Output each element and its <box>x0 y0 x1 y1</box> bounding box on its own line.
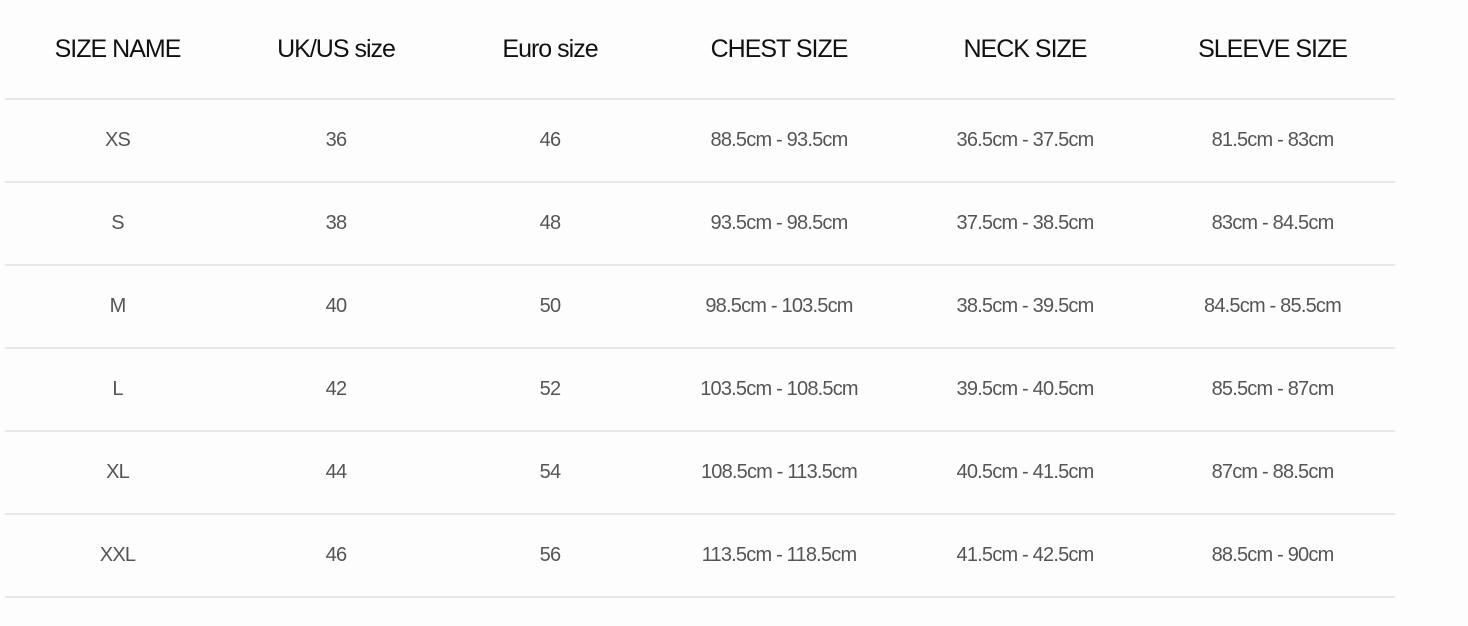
table-row: XS 36 46 88.5cm - 93.5cm 36.5cm - 37.5cm 81.5… <box>5 99 1395 183</box>
cell-euro-size: 56 <box>442 514 658 598</box>
header-size-name: SIZE NAME <box>5 0 230 100</box>
cell-uk-us-size: 44 <box>230 431 442 515</box>
cell-sleeve-size: 87cm - 88.5cm <box>1150 431 1395 515</box>
cell-size-name: XL <box>5 431 230 515</box>
cell-euro-size: 52 <box>442 348 658 432</box>
cell-chest-size: 93.5cm - 98.5cm <box>658 182 900 266</box>
cell-neck-size: 37.5cm - 38.5cm <box>900 182 1150 266</box>
cell-neck-size: 38.5cm - 39.5cm <box>900 265 1150 349</box>
cell-sleeve-size: 83cm - 84.5cm <box>1150 182 1395 266</box>
cell-chest-size: 113.5cm - 118.5cm <box>658 514 900 598</box>
cell-euro-size: 54 <box>442 431 658 515</box>
cell-neck-size: 36.5cm - 37.5cm <box>900 99 1150 183</box>
cell-size-name: M <box>5 265 230 349</box>
size-chart-table: SIZE NAME UK/US size Euro size CHEST SIZ… <box>5 0 1395 598</box>
cell-uk-us-size: 42 <box>230 348 442 432</box>
cell-euro-size: 46 <box>442 99 658 183</box>
cell-uk-us-size: 46 <box>230 514 442 598</box>
cell-uk-us-size: 38 <box>230 182 442 266</box>
table-row: S 38 48 93.5cm - 98.5cm 37.5cm - 38.5cm 83cm … <box>5 182 1395 266</box>
cell-sleeve-size: 85.5cm - 87cm <box>1150 348 1395 432</box>
cell-chest-size: 108.5cm - 113.5cm <box>658 431 900 515</box>
table-row: XXL 46 56 113.5cm - 118.5cm 41.5cm - 42.5cm 8… <box>5 514 1395 598</box>
cell-sleeve-size: 88.5cm - 90cm <box>1150 514 1395 598</box>
header-euro-size: Euro size <box>442 0 658 100</box>
cell-euro-size: 48 <box>442 182 658 266</box>
cell-size-name: XS <box>5 99 230 183</box>
cell-sleeve-size: 81.5cm - 83cm <box>1150 99 1395 183</box>
cell-size-name: S <box>5 182 230 266</box>
cell-size-name: L <box>5 348 230 432</box>
cell-neck-size: 40.5cm - 41.5cm <box>900 431 1150 515</box>
cell-neck-size: 41.5cm - 42.5cm <box>900 514 1150 598</box>
header-neck-size: NECK SIZE <box>900 0 1150 100</box>
header-sleeve-size: SLEEVE SIZE <box>1150 0 1395 100</box>
header-chest-size: CHEST SIZE <box>658 0 900 100</box>
cell-chest-size: 98.5cm - 103.5cm <box>658 265 900 349</box>
cell-neck-size: 39.5cm - 40.5cm <box>900 348 1150 432</box>
cell-euro-size: 50 <box>442 265 658 349</box>
cell-uk-us-size: 36 <box>230 99 442 183</box>
header-uk-us-size: UK/US size <box>230 0 442 100</box>
table-row: L 42 52 103.5cm - 108.5cm 39.5cm - 40.5cm 85.… <box>5 348 1395 432</box>
table-row: XL 44 54 108.5cm - 113.5cm 40.5cm - 41.5cm 87… <box>5 431 1395 515</box>
cell-chest-size: 88.5cm - 93.5cm <box>658 99 900 183</box>
cell-chest-size: 103.5cm - 108.5cm <box>658 348 900 432</box>
table-row: M 40 50 98.5cm - 103.5cm 38.5cm - 39.5cm 84.5… <box>5 265 1395 349</box>
header-row: SIZE NAME UK/US size Euro size CHEST SIZ… <box>5 0 1395 100</box>
cell-uk-us-size: 40 <box>230 265 442 349</box>
cell-size-name: XXL <box>5 514 230 598</box>
cell-sleeve-size: 84.5cm - 85.5cm <box>1150 265 1395 349</box>
